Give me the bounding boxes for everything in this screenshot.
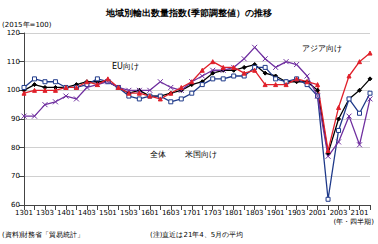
svg-text:100: 100 bbox=[7, 86, 20, 94]
svg-text:2101: 2101 bbox=[351, 209, 369, 217]
svg-text:1401: 1401 bbox=[57, 209, 75, 217]
svg-text:110: 110 bbox=[7, 58, 20, 66]
svg-text:1501: 1501 bbox=[99, 209, 117, 217]
svg-text:(2015年=100): (2015年=100) bbox=[2, 21, 52, 29]
svg-text:アジア向け: アジア向け bbox=[302, 44, 342, 53]
svg-text:米国向け: 米国向け bbox=[185, 150, 217, 159]
svg-text:1603: 1603 bbox=[162, 209, 180, 217]
svg-text:1301: 1301 bbox=[15, 209, 33, 217]
svg-text:60: 60 bbox=[11, 201, 20, 209]
svg-text:地域別輸出数量指数(季節調整値）の推移: 地域別輸出数量指数(季節調整値）の推移 bbox=[105, 8, 272, 18]
svg-text:1303: 1303 bbox=[36, 209, 54, 217]
svg-text:80: 80 bbox=[11, 144, 20, 152]
svg-text:(注)直近は21年4、5月の平均: (注)直近は21年4、5月の平均 bbox=[150, 231, 243, 239]
svg-text:1803: 1803 bbox=[246, 209, 264, 217]
svg-text:(年・四半期): (年・四半期) bbox=[334, 218, 375, 226]
svg-text:全体: 全体 bbox=[150, 150, 166, 159]
svg-text:1801: 1801 bbox=[225, 209, 243, 217]
svg-text:1903: 1903 bbox=[288, 209, 306, 217]
svg-text:1601: 1601 bbox=[141, 209, 159, 217]
svg-text:1403: 1403 bbox=[78, 209, 96, 217]
svg-text:EU向け: EU向け bbox=[112, 62, 139, 71]
svg-text:1503: 1503 bbox=[120, 209, 138, 217]
svg-text:2001: 2001 bbox=[309, 209, 327, 217]
svg-text:1701: 1701 bbox=[183, 209, 201, 217]
svg-text:120: 120 bbox=[7, 29, 20, 37]
svg-text:90: 90 bbox=[11, 115, 20, 123]
svg-text:2003: 2003 bbox=[330, 209, 348, 217]
svg-text:70: 70 bbox=[11, 172, 20, 180]
svg-text:1901: 1901 bbox=[267, 209, 285, 217]
svg-text:(資料)財務省「貿易統計」: (資料)財務省「貿易統計」 bbox=[2, 231, 84, 239]
svg-text:1703: 1703 bbox=[204, 209, 222, 217]
